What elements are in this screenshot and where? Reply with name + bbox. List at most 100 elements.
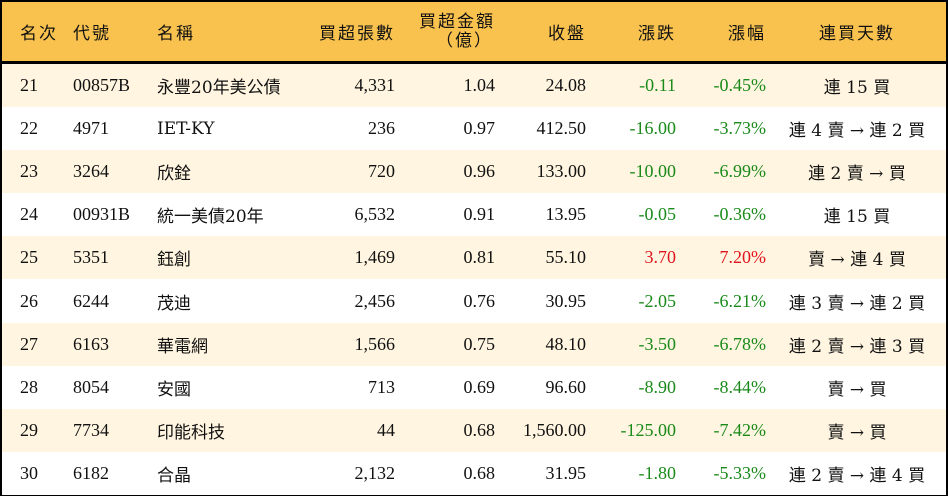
table-body: 21 00857B 永豐20年美公債 4,331 1.04 24.08 -0.11 -0.45… [2,64,946,495]
change-cell: 3.70 [644,247,677,268]
change-cell: -10.00 [629,161,677,182]
table-row[interactable]: 24 00931B 統一美債20年 6,532 0.91 13.95 -0.05 -0.36%… [2,193,946,237]
net-buy-amount-cell: 0.91 [463,204,496,225]
code-cell: 8054 [73,376,109,397]
code-cell: 3264 [73,161,109,182]
close-cell: 96.60 [545,376,587,397]
net-buy-lots-cell: 236 [368,118,395,139]
header-name: 名稱 [157,24,195,44]
streak-cell: 連 4 賣 → 連 2 買 [788,121,926,142]
close-cell: 48.10 [545,333,587,354]
table-row[interactable]: 22 4971 IET-KY 236 0.97 412.50 -16.00 -3.73% 連 4… [2,107,946,151]
header-streak: 連買天數 [819,24,895,44]
name-cell: 合晶 [157,465,191,486]
pct-cell: -3.73% [713,118,767,139]
header-net-buy-amount-line2: （億） [436,30,493,51]
table-row[interactable]: 28 8054 安國 713 0.69 96.60 -8.90 -8.44% 賣 → 買 [2,365,946,409]
header-net-buy-lots: 買超張數 [319,24,395,44]
table-row[interactable]: 23 3264 欣銓 720 0.96 133.00 -10.00 -6.99% 連 2 賣 →… [2,150,946,194]
close-cell: 55.10 [545,247,587,268]
table-header: 名次 代號 名稱 買超張數 買超金額 （億） 收盤 漲跌 漲幅 連買天數 [2,2,946,64]
table-row[interactable]: 26 6244 茂迪 2,456 0.76 30.95 -2.05 -6.21% 連 3 賣 →… [2,279,946,323]
code-cell: 00857B [73,75,131,96]
net-buy-lots-cell: 713 [368,376,395,397]
change-cell: -3.50 [638,333,677,354]
change-cell: -0.11 [639,75,676,96]
code-cell: 6182 [73,462,109,483]
streak-cell: 連 2 賣 → 連 3 買 [788,336,926,357]
name-cell: 茂迪 [157,293,191,314]
pct-cell: -7.42% [713,419,767,440]
net-buy-amount-cell: 0.96 [463,161,496,182]
rank-cell: 22 [20,118,38,139]
net-buy-lots-cell: 2,456 [354,290,396,311]
rank-cell: 21 [20,75,38,96]
close-cell: 13.95 [545,204,587,225]
net-buy-amount-cell: 0.76 [463,290,496,311]
table-row[interactable]: 27 6163 華電網 1,566 0.75 48.10 -3.50 -6.78% 連 2 賣 … [2,322,946,366]
code-cell: 4971 [73,118,109,139]
net-buy-lots-cell: 44 [377,419,395,440]
name-cell: 鈺創 [157,250,191,271]
header-rank: 名次 [20,24,58,44]
streak-cell: 連 2 賣 → 買 [808,164,906,185]
name-cell: 印能科技 [157,422,225,443]
net-buy-lots-cell: 1,469 [354,247,396,268]
pct-cell: -0.45% [713,75,767,96]
streak-cell: 賣 → 連 4 買 [808,250,906,271]
streak-cell: 連 2 賣 → 連 4 買 [788,465,926,486]
net-buy-amount-cell: 0.68 [463,462,496,483]
net-buy-amount-cell: 0.81 [463,247,496,268]
change-cell: -0.05 [638,204,677,225]
change-cell: -2.05 [638,290,677,311]
net-buy-amount-cell: 0.69 [463,376,496,397]
rank-cell: 27 [20,333,38,354]
name-cell: IET-KY [157,118,215,139]
streak-cell: 連 3 賣 → 連 2 買 [788,293,926,314]
streak-cell: 賣 → 買 [827,379,887,400]
net-buy-lots-cell: 4,331 [354,75,396,96]
code-cell: 6244 [73,290,109,311]
net-buy-amount-cell: 1.04 [463,75,496,96]
pct-cell: -5.33% [713,462,767,483]
close-cell: 24.08 [545,75,587,96]
rank-cell: 26 [20,290,38,311]
change-cell: -1.80 [638,462,677,483]
pct-cell: -0.36% [713,204,767,225]
rank-cell: 30 [20,462,38,483]
header-close: 收盤 [548,24,586,44]
rank-cell: 23 [20,161,38,182]
table-row[interactable]: 25 5351 鈺創 1,469 0.81 55.10 3.70 7.20% 賣 → 連 4 買 [2,236,946,280]
header-code: 代號 [73,24,111,44]
code-cell: 5351 [73,247,109,268]
close-cell: 30.95 [545,290,587,311]
table-row[interactable]: 21 00857B 永豐20年美公債 4,331 1.04 24.08 -0.11 -0.45… [2,64,946,108]
pct-cell: -6.21% [713,290,767,311]
streak-cell: 連 15 買 [823,207,891,228]
close-cell: 31.95 [545,462,587,483]
rank-cell: 29 [20,419,38,440]
rank-cell: 24 [20,204,38,225]
table-row[interactable]: 29 7734 印能科技 44 0.68 1,560.00 -125.00 -7.42% 賣 →… [2,408,946,452]
header-net-buy-amount: 買超金額 （億） [395,12,495,51]
code-cell: 00931B [73,204,131,225]
streak-cell: 連 15 買 [823,78,891,99]
header-pct: 漲幅 [728,24,766,44]
name-cell: 華電網 [157,336,208,357]
rank-cell: 28 [20,376,38,397]
close-cell: 1,560.00 [523,419,586,440]
code-cell: 7734 [73,419,109,440]
name-cell: 統一美債20年 [157,207,264,228]
close-cell: 412.50 [536,118,587,139]
name-cell: 永豐20年美公債 [157,78,281,99]
table-row[interactable]: 30 6182 合晶 2,132 0.68 31.95 -1.80 -5.33% 連 2 賣 →… [2,451,946,495]
net-buy-lots-cell: 720 [368,161,395,182]
net-buy-lots-cell: 1,566 [354,333,396,354]
name-cell: 安國 [157,379,191,400]
net-buy-lots-cell: 2,132 [354,462,396,483]
change-cell: -125.00 [620,419,677,440]
pct-cell: -6.78% [713,333,767,354]
net-buy-amount-cell: 0.68 [463,419,496,440]
net-buy-lots-cell: 6,532 [354,204,396,225]
